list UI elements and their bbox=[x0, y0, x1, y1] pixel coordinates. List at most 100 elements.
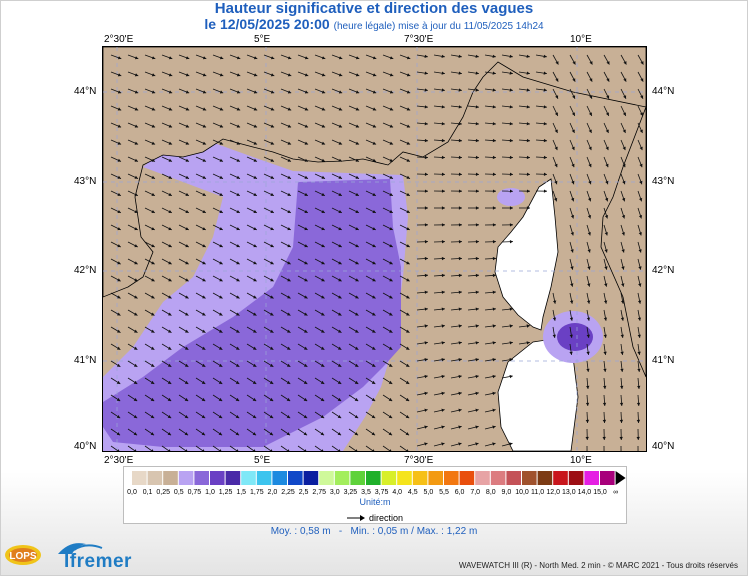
direction-arrowhead bbox=[571, 146, 575, 151]
direction-arrowhead bbox=[202, 449, 205, 451]
direction-arrowhead bbox=[492, 408, 496, 412]
direction-arrowhead bbox=[586, 334, 590, 338]
legend-label: 1,0 bbox=[205, 489, 215, 496]
lon-label-top: 10°E bbox=[570, 34, 592, 45]
lat-label-right: 43°N bbox=[652, 176, 675, 187]
direction-arrowhead bbox=[602, 436, 606, 440]
direction-arrowhead bbox=[253, 244, 257, 248]
direction-arrowhead bbox=[236, 90, 241, 94]
direction-arrowhead bbox=[236, 192, 240, 196]
legend-label: 14,0 bbox=[578, 489, 592, 496]
direction-arrowhead bbox=[151, 329, 155, 333]
direction-arrowhead bbox=[424, 54, 428, 58]
direction-arrowhead bbox=[603, 368, 607, 372]
direction-arrowhead bbox=[151, 278, 155, 282]
direction-arrowhead bbox=[424, 290, 428, 294]
lat-label-right: 42°N bbox=[652, 265, 675, 276]
direction-arrowhead bbox=[253, 107, 258, 111]
direction-arrowhead bbox=[441, 189, 445, 193]
direction-arrowhead bbox=[620, 334, 624, 338]
direction-arrow bbox=[246, 445, 255, 451]
direction-arrowhead bbox=[389, 141, 394, 145]
direction-arrowhead bbox=[389, 449, 392, 451]
direction-arrowhead bbox=[636, 419, 641, 423]
direction-arrowhead bbox=[184, 380, 189, 384]
direction-arrowhead bbox=[151, 227, 155, 231]
direction-arrowhead bbox=[569, 334, 573, 338]
direction-arrowhead bbox=[620, 385, 624, 389]
direction-arrowhead bbox=[185, 227, 189, 231]
legend-swatch bbox=[537, 471, 553, 485]
direction-arrowhead bbox=[424, 425, 428, 429]
legend-swatch bbox=[381, 471, 397, 485]
direction-arrowhead bbox=[252, 346, 257, 350]
direction-arrowhead bbox=[605, 163, 609, 168]
direction-arrowhead bbox=[134, 244, 138, 248]
direction-arrow bbox=[280, 445, 289, 451]
direction-arrowhead bbox=[441, 425, 445, 429]
direction-arrowhead bbox=[526, 138, 530, 143]
direction-arrowhead bbox=[185, 278, 189, 282]
direction-arrowhead bbox=[475, 122, 479, 126]
direction-arrowhead bbox=[219, 227, 223, 231]
legend-label: 2,0 bbox=[268, 489, 278, 496]
direction-arrowhead bbox=[355, 312, 359, 316]
direction-arrowhead bbox=[406, 158, 410, 162]
direction-arrowhead bbox=[406, 227, 410, 231]
direction-arrowhead bbox=[589, 95, 593, 99]
map-subtitle: le 12/05/2025 20:00 (heure légale) mise … bbox=[0, 16, 748, 32]
direction-arrowhead bbox=[588, 146, 592, 151]
direction-arrowhead bbox=[321, 227, 325, 231]
direction-arrowhead bbox=[585, 419, 590, 423]
legend-swatch bbox=[241, 471, 256, 485]
direction-arrowhead bbox=[168, 312, 172, 316]
direction-arrowhead bbox=[134, 90, 139, 94]
direction-arrowhead bbox=[389, 295, 393, 299]
direction-arrowhead bbox=[151, 141, 156, 145]
direction-arrowhead bbox=[405, 415, 410, 419]
direction-arrowhead bbox=[150, 415, 155, 419]
direction-arrowhead bbox=[572, 95, 576, 99]
direction-arrowhead bbox=[458, 54, 462, 58]
lat-label-left: 44°N bbox=[74, 86, 97, 97]
direction-arrowhead bbox=[338, 90, 343, 94]
direction-arrowhead bbox=[372, 278, 376, 282]
direction-arrowhead bbox=[554, 197, 558, 202]
direction-arrowhead bbox=[526, 155, 530, 160]
direction-arrowhead bbox=[287, 175, 291, 179]
lon-label-top: 2°30'E bbox=[104, 34, 134, 45]
direction-arrowhead bbox=[354, 380, 359, 384]
direction-arrowhead bbox=[355, 261, 359, 265]
direction-arrowhead bbox=[622, 197, 626, 202]
wave-map[interactable] bbox=[102, 46, 647, 452]
legend-label: 3,75 bbox=[375, 489, 389, 496]
direction-arrowhead bbox=[424, 408, 428, 412]
direction-arrowhead bbox=[321, 90, 326, 94]
direction-arrowhead bbox=[509, 88, 513, 92]
direction-arrowhead bbox=[304, 278, 308, 282]
direction-arrowhead bbox=[526, 88, 530, 92]
legend-swatch bbox=[522, 471, 537, 485]
direction-arrowhead bbox=[338, 329, 342, 333]
legend-label: 6,0 bbox=[455, 489, 465, 496]
direction-arrowhead bbox=[185, 312, 189, 316]
direction-arrowhead bbox=[168, 295, 172, 299]
direction-arrowhead bbox=[526, 206, 530, 210]
direction-arrowhead bbox=[639, 112, 643, 116]
direction-arrowhead bbox=[424, 324, 428, 328]
direction-arrowhead bbox=[151, 107, 156, 111]
legend-swatch bbox=[319, 471, 334, 485]
direction-arrowhead bbox=[475, 155, 479, 160]
direction-arrowhead bbox=[168, 210, 172, 213]
direction-arrowhead bbox=[321, 210, 325, 213]
direction-arrowhead bbox=[605, 146, 609, 151]
direction-arrowhead bbox=[338, 278, 342, 282]
direction-arrowhead bbox=[588, 197, 592, 202]
direction-arrowhead bbox=[287, 90, 292, 94]
direction-arrowhead bbox=[235, 415, 240, 419]
legend-swatch bbox=[163, 471, 178, 485]
direction-arrowhead bbox=[526, 71, 530, 75]
direction-arrowhead bbox=[458, 341, 462, 345]
direction-arrowhead bbox=[622, 163, 626, 168]
direction-arrowhead bbox=[571, 197, 575, 202]
